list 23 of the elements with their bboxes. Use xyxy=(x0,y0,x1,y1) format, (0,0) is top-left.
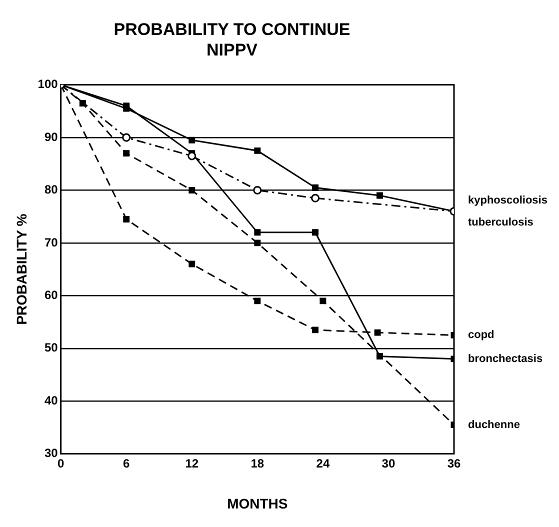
x-tick-label: 0 xyxy=(57,456,64,470)
series-label: copd xyxy=(468,329,494,342)
x-axis-title: MONTHS xyxy=(227,495,288,512)
x-tick-label: 18 xyxy=(250,456,264,470)
x-tick-label: 30 xyxy=(382,456,396,470)
y-tick-label: 80 xyxy=(44,182,58,197)
y-tick-label: 70 xyxy=(44,235,58,250)
y-tick-label: 40 xyxy=(44,393,58,408)
y-tick-label: 100 xyxy=(38,77,58,92)
x-tick-label: 12 xyxy=(185,456,199,470)
series-label: kyphoscoliosis xyxy=(468,194,548,206)
x-tick-label: 24 xyxy=(316,456,330,470)
y-tick-label: 30 xyxy=(44,446,58,460)
x-tick-label: 36 xyxy=(447,456,461,470)
series-label: bronchectasis xyxy=(468,352,543,365)
x-tick-label: 6 xyxy=(123,456,130,470)
y-tick-label: 90 xyxy=(44,130,58,144)
y-tick-label: 50 xyxy=(44,340,58,355)
chart-title: PROBABILITY TO CONTINUE NIPPV xyxy=(114,20,350,60)
series-label: tuberculosis xyxy=(468,216,534,228)
series-label: duchenne xyxy=(468,418,520,431)
y-axis-title: PROBABILITY % xyxy=(13,213,30,325)
y-tick-label: 60 xyxy=(44,288,58,302)
